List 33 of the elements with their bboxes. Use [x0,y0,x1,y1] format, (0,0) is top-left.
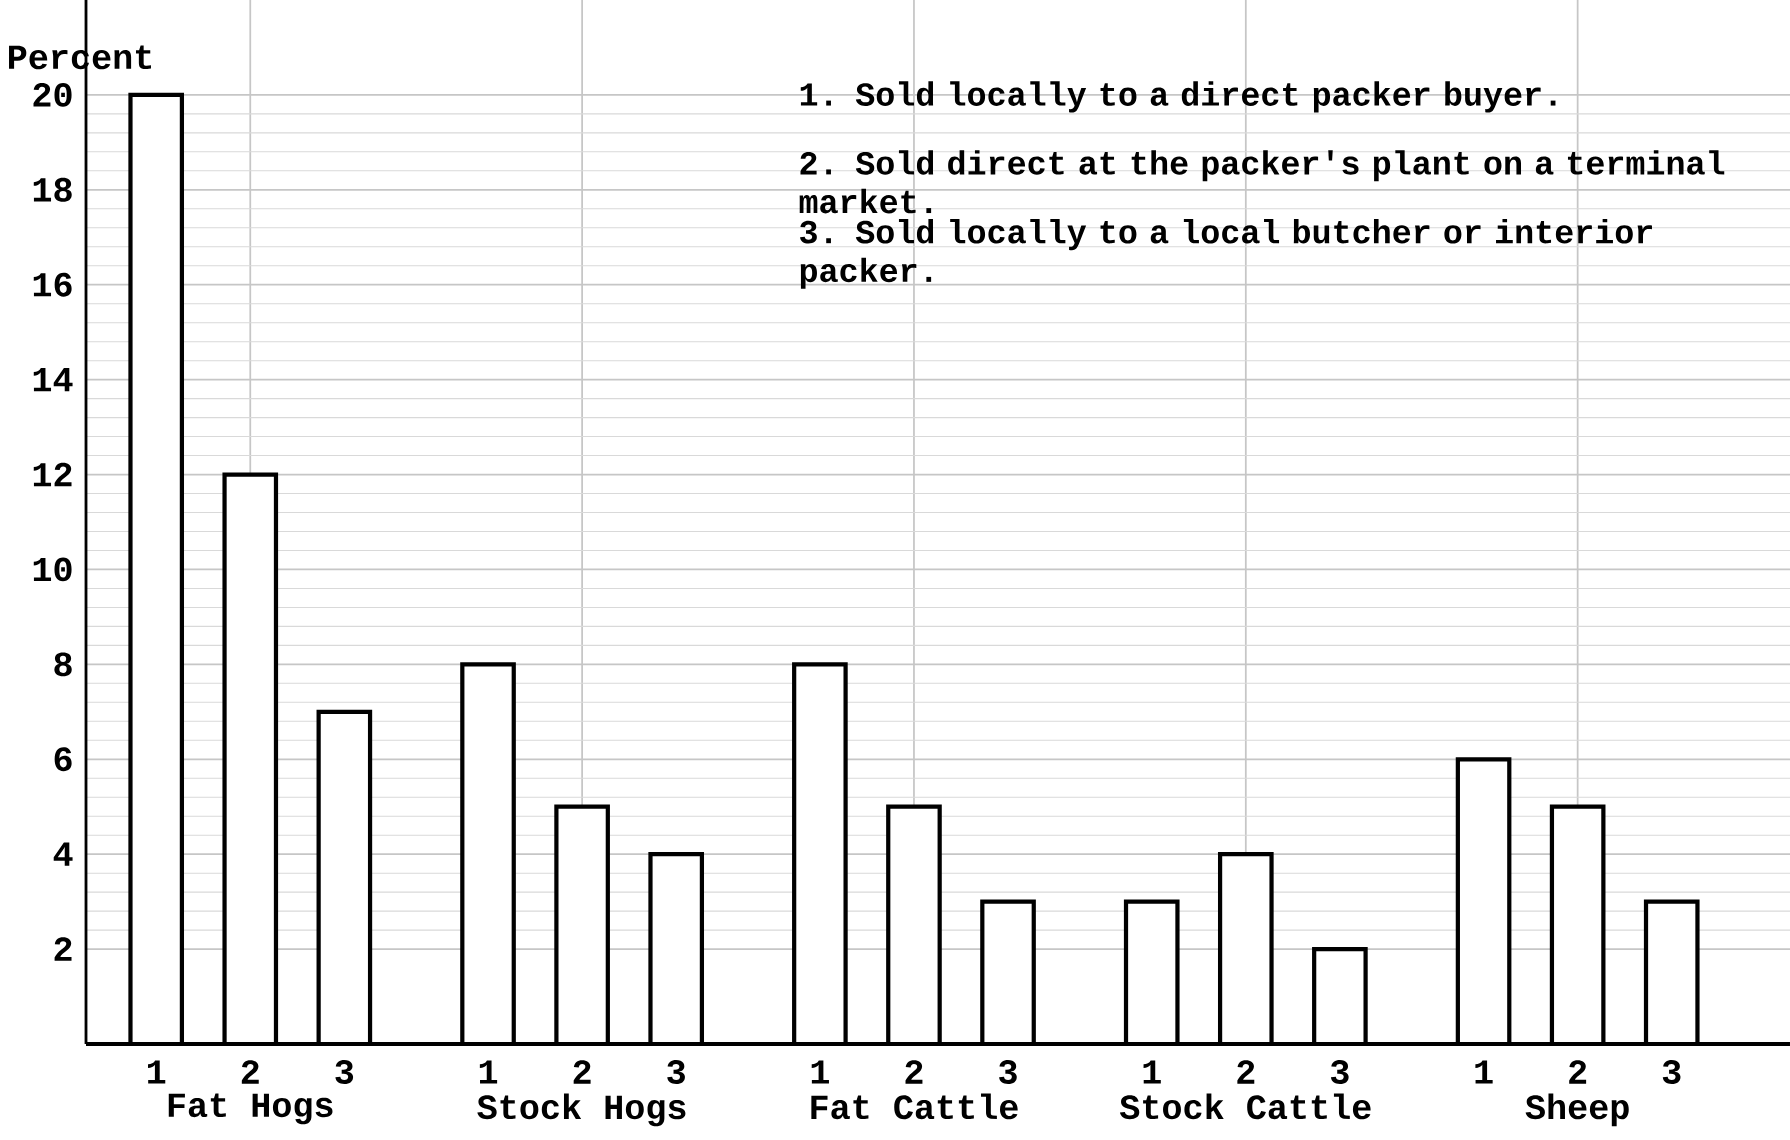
series-label: 1 [148,1060,166,1084]
y-tick-label: 16 [33,272,72,297]
annotation: 1. Sold locally to a direct packer buyer. [800,81,1556,113]
x-tick-label: Fat Hogs [168,1093,333,1125]
y-tick-label: 20 [33,82,72,107]
x-tick-label: Fat Cattle [811,1093,1018,1120]
text: 1 [811,1060,829,1084]
text: 3 [667,1060,685,1084]
y-tick-label: 8 [54,652,72,677]
series-label: 3 [335,1060,354,1084]
y-tick-label: 18 [33,177,72,202]
annotation: 2. Sold direct at the packer's plant on a terminal market. [799,150,1725,214]
text: 2 [573,1060,591,1084]
y-tick-label: 10 [33,557,72,582]
y-tick-label: 6 [54,747,72,772]
text: 3 [999,1060,1017,1084]
x-tick-label: Stock Cattle [1119,1093,1371,1120]
y-tick-label: 12 [33,462,72,487]
y-tick-label: 4 [53,842,73,866]
text: 1 [479,1060,498,1084]
annotation: 3. Sold locally to a local butcher or interior packer. [800,218,1652,289]
x-tick-label: Sheep [1525,1093,1629,1127]
series-label: 2 [241,1060,259,1084]
text: 2 [1237,1060,1255,1084]
y-tick-label: 2 [54,937,72,961]
text: 3 [1662,1060,1681,1084]
y-tick-label: 14 [33,368,73,392]
text: 1 [1475,1060,1493,1084]
text: 2 [1569,1060,1587,1084]
x-tick-label: Stock Hogs [477,1093,686,1127]
text: 1 [1143,1060,1161,1084]
text: 2 [905,1060,923,1084]
text: 3 [1330,1060,1349,1084]
